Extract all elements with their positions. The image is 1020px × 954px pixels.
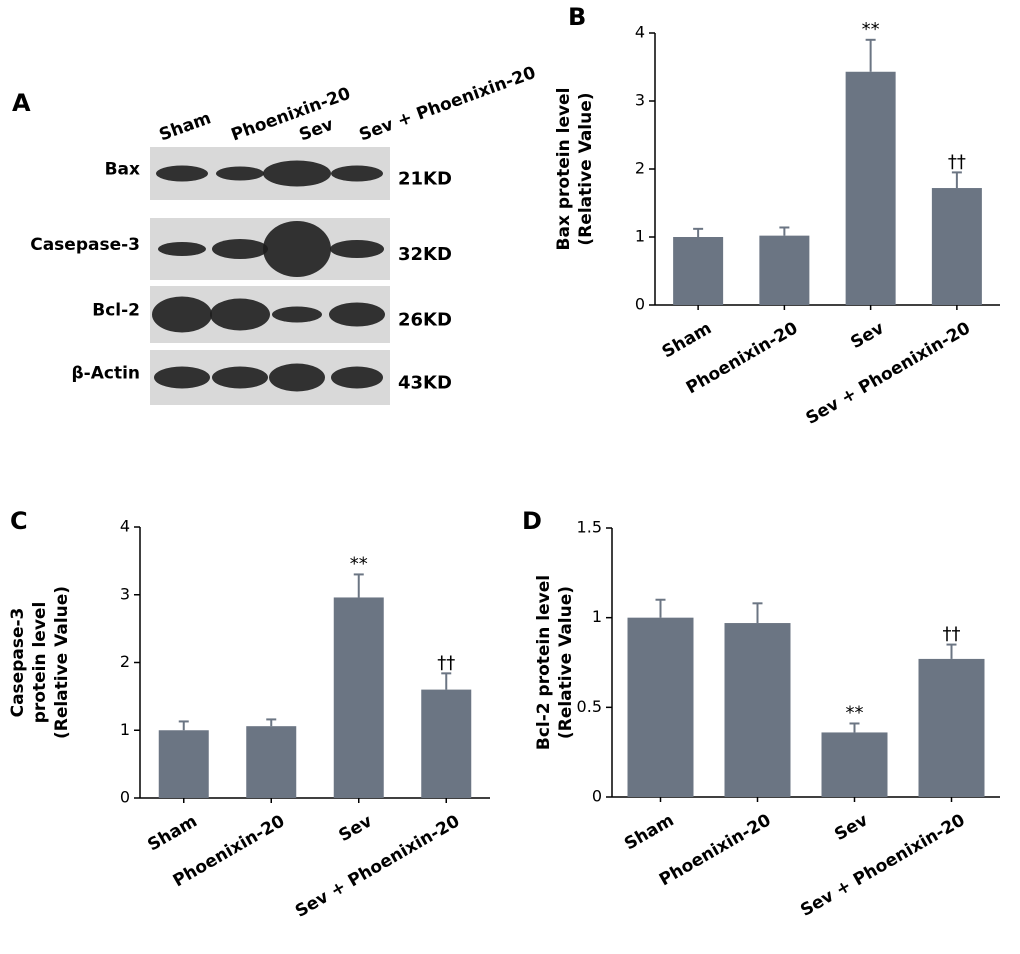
- blot-band: [272, 306, 322, 323]
- band-name: Bax: [105, 160, 140, 180]
- error-bar: [865, 38, 876, 72]
- lane-label: Sev + Phoenixin-20: [357, 63, 539, 146]
- band-size: 43KD: [398, 373, 452, 394]
- error-bar: [752, 602, 763, 624]
- bar: [724, 623, 791, 797]
- x-tick-label: Sev: [847, 318, 887, 353]
- x-tick-label: Sev + Phoenixin-20: [803, 318, 974, 429]
- lane-label: Phoenixin-20: [229, 84, 354, 146]
- bar: [333, 597, 384, 798]
- y-tick-label: 0: [592, 787, 602, 806]
- x-tick-label: Sham: [659, 318, 715, 362]
- bar: [158, 730, 209, 798]
- band-size: 26KD: [398, 310, 452, 331]
- band-name: β-Actin: [71, 364, 140, 384]
- y-axis-title: Casepase-3: [8, 608, 28, 718]
- significance-marker: ††: [943, 624, 961, 645]
- blot-band: [212, 366, 268, 389]
- blot-band: [263, 221, 331, 277]
- y-tick-label: 4: [635, 23, 645, 42]
- band-name: Casepase-3: [30, 235, 140, 255]
- y-tick-label: 2: [635, 159, 645, 178]
- bar: [821, 732, 888, 797]
- blot-band: [331, 366, 383, 389]
- blot-band: [156, 165, 208, 182]
- y-axis-title: protein level: [30, 602, 50, 724]
- y-axis-title: (Relative Value): [556, 586, 576, 739]
- significance-marker: **: [846, 702, 864, 723]
- panel-label: C: [10, 507, 28, 535]
- significance-marker: **: [350, 553, 368, 574]
- significance-marker: ††: [948, 151, 966, 172]
- x-tick-label: Sev + Phoenixin-20: [797, 810, 968, 921]
- x-tick-label: Sham: [621, 810, 677, 854]
- y-axis-title: (Relative Value): [576, 92, 596, 245]
- bar: [845, 71, 896, 305]
- x-tick-label: Sev: [831, 810, 871, 845]
- y-tick-label: 0: [120, 788, 130, 807]
- lane-label: Sham: [157, 108, 214, 145]
- bar: [918, 658, 985, 797]
- y-axis-title: Bcl-2 protein level: [534, 575, 554, 750]
- y-tick-label: 1: [592, 607, 602, 626]
- bar: [673, 237, 724, 305]
- y-tick-label: 3: [120, 584, 130, 603]
- error-bar: [779, 226, 790, 236]
- bar: [759, 235, 810, 305]
- y-tick-label: 4: [120, 517, 130, 536]
- bar: [421, 689, 472, 798]
- blot-band: [210, 298, 270, 331]
- y-tick-label: 1.5: [577, 518, 602, 537]
- error-bar: [849, 722, 860, 733]
- error-bar: [693, 227, 704, 237]
- error-bar: [441, 672, 452, 690]
- y-axis-title: (Relative Value): [52, 586, 72, 739]
- band-size: 21KD: [398, 169, 452, 190]
- bar: [246, 726, 297, 798]
- panel-label: B: [568, 3, 586, 31]
- band-name: Bcl-2: [92, 301, 140, 321]
- y-tick-label: 2: [120, 652, 130, 671]
- blot-band: [263, 160, 331, 187]
- band-size: 32KD: [398, 244, 452, 265]
- bar: [627, 617, 694, 797]
- error-bar: [353, 573, 364, 598]
- error-bar: [178, 720, 189, 731]
- y-tick-label: 0.5: [577, 697, 602, 716]
- blot-band: [330, 240, 384, 258]
- y-tick-label: 1: [120, 720, 130, 739]
- error-bar: [266, 718, 277, 727]
- panel-label: D: [522, 507, 542, 535]
- x-tick-label: Sev + Phoenixin-20: [292, 811, 463, 922]
- blot-band: [152, 296, 212, 333]
- error-bar: [951, 171, 962, 189]
- blot-band: [331, 165, 383, 182]
- error-bar: [946, 643, 957, 659]
- significance-marker: ††: [437, 652, 455, 673]
- y-axis-title: Bax protein level: [554, 88, 574, 251]
- significance-marker: **: [862, 19, 880, 40]
- blot-band: [269, 363, 325, 392]
- error-bar: [655, 598, 666, 618]
- x-tick-label: Sham: [144, 811, 200, 855]
- x-tick-label: Sev: [336, 811, 376, 846]
- blot-band: [329, 302, 385, 327]
- blot-band: [154, 366, 210, 389]
- y-tick-label: 3: [635, 91, 645, 110]
- blot-band: [212, 239, 268, 259]
- bar: [931, 188, 982, 305]
- panel-label: A: [12, 89, 31, 117]
- y-tick-label: 1: [635, 227, 645, 246]
- blot-band: [216, 166, 264, 181]
- y-tick-label: 0: [635, 295, 645, 314]
- blot-band: [158, 242, 206, 256]
